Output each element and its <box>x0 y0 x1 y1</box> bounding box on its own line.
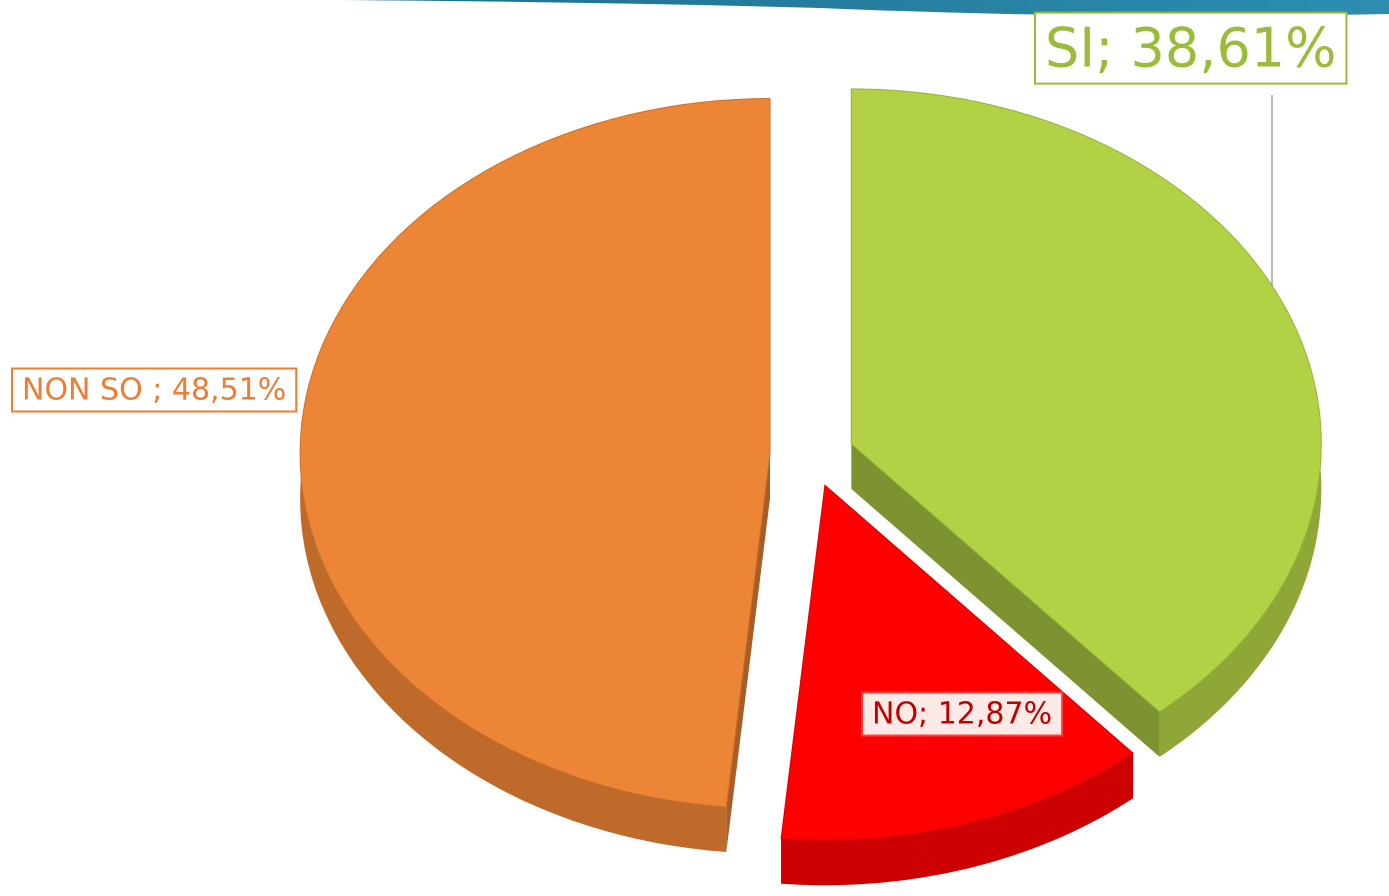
pie <box>299 88 1322 886</box>
slice-edge <box>726 453 770 852</box>
data-label: NON SO ; 48,51% <box>22 373 286 408</box>
slice-edge <box>851 443 1160 757</box>
label-box <box>11 367 298 413</box>
label-box <box>861 691 1064 737</box>
slice <box>780 484 1134 841</box>
slice <box>850 88 1322 713</box>
data-label: SI; 38,61% <box>1045 17 1336 80</box>
data-label: NO; 12,87% <box>872 697 1052 732</box>
slice-side <box>781 753 1134 886</box>
label-box <box>1034 11 1348 85</box>
slice <box>299 97 771 808</box>
labels: SI; 38,61% NO; 12,87% NON SO ; 48,51% <box>11 11 1348 737</box>
